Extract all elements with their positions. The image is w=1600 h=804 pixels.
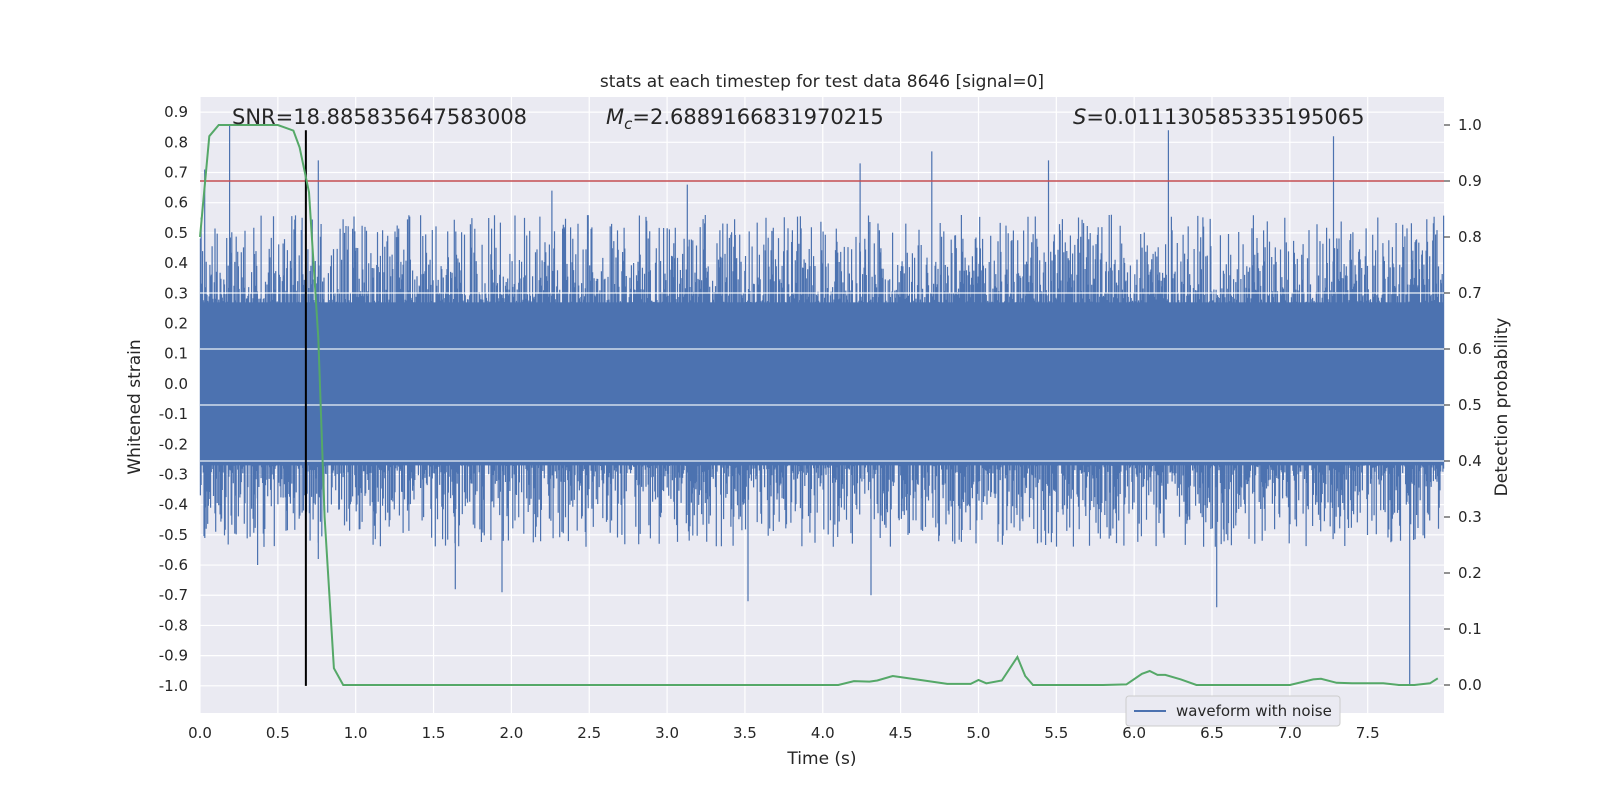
y-left-tick-label: -0.2 <box>159 435 188 453</box>
s-annotation: S=0.011130585335195065 <box>1073 105 1364 129</box>
y-left-tick-label: -0.5 <box>159 526 188 544</box>
x-tick-label: 4.5 <box>889 724 913 742</box>
y-left-tick-label: -0.4 <box>159 496 188 514</box>
x-tick-label: 0.0 <box>188 724 212 742</box>
y-left-axis-ticks: 0.9 0.8 0.7 0.6 0.5 0.4 0.3 0.2 0.1 0.0 -0.1 -0.2 -0… <box>159 103 188 695</box>
y-right-tick-label: 0.8 <box>1458 228 1482 246</box>
x-tick-label: 2.5 <box>577 724 601 742</box>
y-right-axis-label: Detection probability <box>1492 318 1512 497</box>
x-tick-label: 5.0 <box>967 724 991 742</box>
legend-label-waveform: waveform with noise <box>1176 702 1332 720</box>
x-tick-label: 6.5 <box>1200 724 1224 742</box>
x-axis-label: Time (s) <box>786 749 856 769</box>
x-tick-label: 4.0 <box>811 724 835 742</box>
x-tick-label: 1.0 <box>344 724 368 742</box>
legend-box <box>1125 695 1341 727</box>
y-left-axis-label: Whitened strain <box>125 339 145 474</box>
y-right-tick-label: 0.6 <box>1458 340 1482 358</box>
probability-line-path <box>199 124 1439 686</box>
mc-symbol: M <box>606 105 624 129</box>
y-left-tick-label: 0.1 <box>164 345 188 363</box>
x-tick-label: 1.5 <box>422 724 446 742</box>
mc-subscript: c <box>624 115 633 133</box>
y-right-tick-label: 0.2 <box>1458 564 1482 582</box>
waveform-core-band <box>200 302 1444 466</box>
y-right-tick-label: 0.0 <box>1458 676 1482 694</box>
y-left-tick-label: 0.0 <box>164 375 188 393</box>
y-left-tick-label: -0.3 <box>159 465 188 483</box>
x-tick-label: 2.0 <box>499 724 523 742</box>
snr-annotation: SNR=18.885835647583008 <box>232 105 527 129</box>
legend: waveform with noise <box>1125 695 1341 727</box>
y-left-tick-label: -0.9 <box>159 647 188 665</box>
chart-title: stats at each timestep for test data 864… <box>600 72 1044 92</box>
y-left-tick-label: 0.5 <box>164 224 188 242</box>
x-tick-label: 3.5 <box>733 724 757 742</box>
x-tick-label: 3.0 <box>655 724 679 742</box>
y-right-axis-ticks: 1.0 0.9 0.8 0.7 0.6 0.5 0.4 0.3 0.2 0.1 0.0 <box>1444 116 1482 694</box>
y-right-tick-label: 0.9 <box>1458 172 1482 190</box>
x-tick-label: 6.0 <box>1122 724 1146 742</box>
y-left-tick-label: -0.7 <box>159 586 188 604</box>
s-symbol: S <box>1073 105 1086 129</box>
y-right-tick-label: 1.0 <box>1458 116 1482 134</box>
mc-value: =2.6889166831970215 <box>632 105 883 129</box>
y-left-tick-label: -0.1 <box>159 405 188 423</box>
y-left-tick-label: 0.9 <box>164 103 188 121</box>
mc-annotation: Mc=2.6889166831970215 <box>606 105 884 133</box>
y-right-tick-label: 0.7 <box>1458 284 1482 302</box>
y-right-tick-label: 0.3 <box>1458 508 1482 526</box>
y-left-tick-label: 0.2 <box>164 314 188 332</box>
s-value: =0.011130585335195065 <box>1086 105 1364 129</box>
x-tick-label: 7.5 <box>1356 724 1380 742</box>
x-tick-label: 7.0 <box>1278 724 1302 742</box>
y-right-tick-label: 0.5 <box>1458 396 1482 414</box>
x-tick-label: 5.5 <box>1044 724 1068 742</box>
y-left-tick-label: 0.8 <box>164 133 188 151</box>
series-detection-probability <box>199 124 1439 686</box>
y-left-tick-label: 0.4 <box>164 254 188 272</box>
y-left-tick-label: 0.3 <box>164 284 188 302</box>
x-tick-label: 0.5 <box>266 724 290 742</box>
y-left-tick-label: -1.0 <box>159 677 188 695</box>
y-left-tick-label: -0.8 <box>159 616 188 634</box>
y-left-tick-label: -0.6 <box>159 556 188 574</box>
y-right-tick-label: 0.1 <box>1458 620 1482 638</box>
y-left-tick-label: 0.7 <box>164 163 188 181</box>
series-waveform-with-noise <box>199 124 1445 686</box>
y-left-tick-label: 0.6 <box>164 194 188 212</box>
y-right-tick-label: 0.4 <box>1458 452 1482 470</box>
x-axis-ticks: 0.0 0.5 1.0 1.5 2.0 2.5 3.0 3.5 4.0 4.5 5.0 5.5 6.0 6… <box>188 724 1380 742</box>
